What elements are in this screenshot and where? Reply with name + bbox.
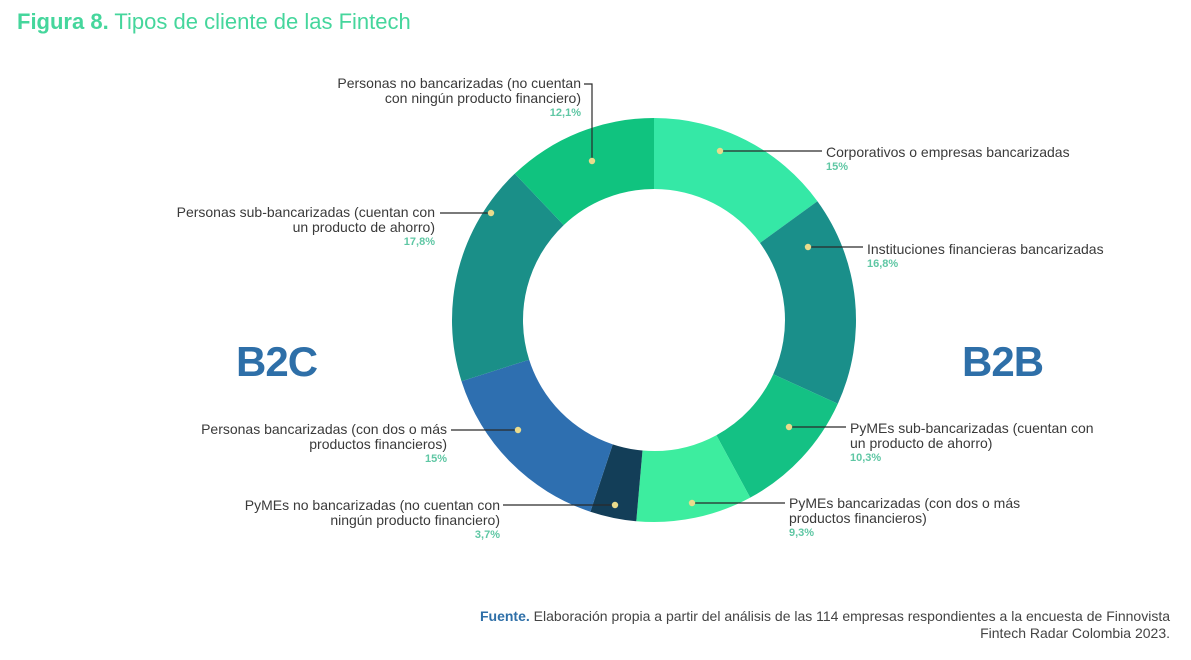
donut-segment — [590, 444, 643, 522]
leader-dot — [785, 423, 793, 431]
segment-percent: 10,3% — [850, 452, 882, 464]
b2c-label: B2C — [236, 338, 318, 385]
segment-label-line1: Personas sub-bancarizadas (cuentan con — [176, 204, 435, 220]
segment-label-line1: Corporativos o empresas bancarizadas — [826, 144, 1070, 160]
segment-label-personas-bancarizadas: Personas bancarizadas (con dos o más pro… — [201, 422, 447, 467]
donut-segment — [514, 118, 654, 226]
segment-percent: 17,8% — [403, 236, 435, 248]
donut-segment — [461, 359, 613, 512]
segment-percent: 9,3% — [789, 527, 815, 539]
segment-label-instituciones: Instituciones financieras bancarizadas 1… — [867, 242, 1104, 272]
segment-label-line2: con ningún producto financiero) — [384, 90, 581, 106]
segment-label-line2: productos financieros) — [789, 510, 927, 526]
segment-label-line1: PyMEs no bancarizadas (no cuentan con — [244, 497, 500, 513]
segment-label-line1: Instituciones financieras bancarizadas — [867, 241, 1104, 257]
segment-label-pymes-no-bancarizadas: PyMEs no bancarizadas (no cuentan con ni… — [245, 498, 500, 543]
figure-title-text: Tipos de cliente de las Fintech — [114, 9, 411, 34]
segment-label-line2: un producto de ahorro) — [850, 435, 993, 451]
b2b-label: B2B — [962, 338, 1044, 385]
source-label: Fuente. — [479, 608, 530, 624]
donut-segment — [654, 118, 818, 244]
figure-number: Figura 8. — [17, 9, 109, 34]
segment-label-corporativos: Corporativos o empresas bancarizadas 15% — [826, 145, 1070, 175]
segment-label-personas-no-bancarizadas: Personas no bancarizadas (no cuentan con… — [337, 76, 581, 121]
segment-label-line2: un producto de ahorro) — [292, 219, 435, 235]
segment-label-line2: ningún producto financiero) — [330, 512, 500, 528]
segment-label-line1: Personas no bancarizadas (no cuentan — [337, 75, 581, 91]
donut-segment — [759, 201, 856, 404]
donut-segment — [451, 173, 564, 382]
donut-segment — [636, 435, 751, 523]
segment-label-line1: Personas bancarizadas (con dos o más — [201, 421, 447, 437]
chart-title: Figura 8. Tipos de cliente de las Fintec… — [17, 9, 411, 35]
leader-dot — [514, 426, 522, 434]
source-text-line2: Fintech Radar Colombia 2023. — [980, 625, 1170, 641]
leader-dot — [688, 499, 696, 507]
leader-dot — [588, 157, 596, 165]
segment-label-pymes-bancarizadas: PyMEs bancarizadas (con dos o más produc… — [789, 496, 1020, 541]
leader-dot — [611, 501, 619, 509]
segment-label-line1: PyMEs sub-bancarizadas (cuentan con — [850, 420, 1094, 436]
source-note: Fuente. Elaboración propia a partir del … — [480, 608, 1170, 642]
segment-label-line1: PyMEs bancarizadas (con dos o más — [789, 495, 1021, 511]
leader-dot — [804, 243, 812, 251]
segment-percent: 12,1% — [549, 107, 581, 119]
leader-dot — [487, 209, 495, 217]
segment-label-line2: productos financieros) — [309, 436, 447, 452]
segment-label-pymes-sub-bancarizadas: PyMEs sub-bancarizadas (cuentan con un p… — [850, 421, 1094, 466]
segment-percent: 3,7% — [474, 529, 500, 541]
segment-percent: 15% — [424, 453, 447, 465]
leader-line — [584, 83, 593, 161]
segment-label-personas-sub-bancarizadas: Personas sub-bancarizadas (cuentan con u… — [177, 205, 435, 250]
leader-dot — [716, 147, 724, 155]
segment-percent: 15% — [826, 161, 849, 173]
segment-percent: 16,8% — [867, 258, 899, 270]
donut-segment — [716, 374, 838, 498]
source-text-line1: Elaboración propia a partir del análisis… — [533, 608, 1170, 624]
